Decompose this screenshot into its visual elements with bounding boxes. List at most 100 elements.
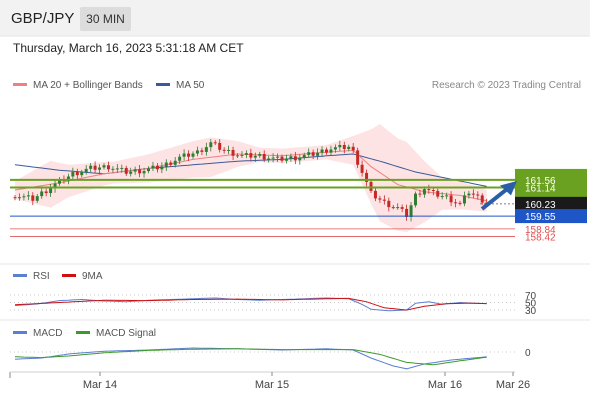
candle-body	[373, 190, 377, 199]
price-label-support: 159.55	[525, 212, 556, 223]
candle-body	[195, 150, 199, 154]
timestamp: Thursday, March 16, 2023 5:31:18 AM CET	[13, 41, 244, 55]
candle-body	[316, 152, 320, 156]
candle-body	[414, 193, 417, 206]
bollinger-band	[15, 124, 487, 232]
x-tick-label: Mar 26	[496, 379, 530, 391]
candle-body	[106, 165, 110, 170]
candle-body	[182, 153, 186, 157]
timeframe-button[interactable]: 30 MIN	[80, 7, 131, 31]
macd-tick-label: 0	[525, 348, 531, 359]
candle-body	[449, 195, 453, 203]
candle-body	[467, 193, 471, 196]
candle-body	[142, 171, 146, 174]
candle-body	[249, 153, 253, 158]
candle-body	[93, 165, 97, 170]
candle-body	[115, 168, 119, 170]
forecast-arrow-shaft	[480, 187, 509, 211]
candle-body	[222, 149, 226, 151]
candle-body	[138, 169, 142, 174]
candle-body	[80, 172, 84, 176]
candle-body	[458, 202, 462, 204]
candle-body	[53, 183, 57, 189]
candle-body	[365, 172, 369, 182]
x-tick-label: Mar 14	[83, 379, 117, 391]
candle-body	[471, 193, 475, 195]
macd-signal-line	[14, 348, 487, 366]
candle-body	[173, 160, 177, 165]
legend-macd-signal: MACD Signal	[76, 328, 156, 339]
legend-ma50: MA 50	[156, 80, 204, 91]
candle-body	[227, 149, 231, 151]
candle-body	[462, 195, 466, 204]
candle-body	[333, 147, 337, 150]
candle-body	[164, 162, 168, 167]
candle-body	[111, 168, 115, 170]
candle-body	[35, 196, 39, 201]
candle-body	[147, 168, 150, 172]
candle-body	[284, 158, 288, 161]
candle-body	[253, 155, 257, 158]
candle-body	[98, 167, 102, 170]
candle-body	[387, 200, 391, 208]
candle-body	[307, 152, 311, 155]
candle-body	[325, 149, 328, 153]
candle-body	[124, 167, 128, 174]
rsi-tick-label: 70	[525, 291, 537, 302]
legend-rsi-label: RSI	[33, 271, 50, 282]
candle-body	[391, 207, 395, 209]
candle-body	[218, 142, 222, 150]
candle-body	[133, 169, 137, 172]
candle-body	[427, 189, 431, 191]
candle-body	[120, 167, 124, 169]
price-label-resistance: 161.14	[525, 183, 556, 194]
support-label-box	[515, 209, 587, 224]
candle-body	[262, 154, 266, 160]
candle-body	[289, 156, 293, 159]
candle-body	[400, 207, 404, 209]
candle-body	[13, 197, 17, 199]
candle-body	[382, 199, 386, 201]
rsi-tick-label: 50	[525, 299, 537, 310]
candle-body	[445, 195, 449, 197]
candle-body	[436, 190, 440, 197]
candle-body	[71, 172, 75, 177]
candle-body	[409, 205, 413, 217]
candle-body	[320, 149, 324, 153]
legend-rsi: RSI	[13, 271, 50, 282]
candle-body	[267, 158, 271, 160]
candle-body	[293, 156, 297, 161]
legend-ma50-label: MA 50	[176, 80, 205, 91]
candle-body	[231, 149, 235, 156]
legend-macd: MACD	[13, 328, 62, 339]
legend-ma20-label: MA 20 + Bollinger Bands	[33, 80, 143, 91]
rsi-line	[14, 297, 487, 312]
candle-body	[187, 153, 191, 157]
candle-body	[347, 146, 351, 150]
candle-body	[89, 165, 93, 169]
candle-body	[58, 179, 61, 184]
price-label-resistance: 161.56	[525, 176, 556, 187]
ma20-swatch	[13, 82, 27, 86]
candle-body	[160, 166, 164, 170]
candle-body	[102, 165, 106, 168]
legend-ma20: MA 20 + Bollinger Bands	[13, 80, 143, 91]
candle-body	[26, 195, 30, 197]
candle-body	[476, 194, 480, 196]
x-tick-label: Mar 15	[255, 379, 289, 391]
price-label-target: 158.84	[525, 225, 556, 236]
candle-body	[276, 156, 280, 158]
candle-body	[440, 196, 444, 197]
rsi-9ma-line	[14, 297, 487, 311]
candle-body	[22, 196, 26, 198]
candle-body	[49, 188, 53, 194]
candle-body	[280, 156, 284, 161]
candle-body	[40, 191, 44, 197]
forecast-arrow-head	[500, 181, 517, 196]
legend-macd-signal-label: MACD Signal	[96, 328, 157, 339]
candle-body	[405, 208, 409, 217]
macd-line	[14, 347, 487, 370]
candle-body	[240, 154, 244, 156]
candle-body	[200, 150, 204, 152]
